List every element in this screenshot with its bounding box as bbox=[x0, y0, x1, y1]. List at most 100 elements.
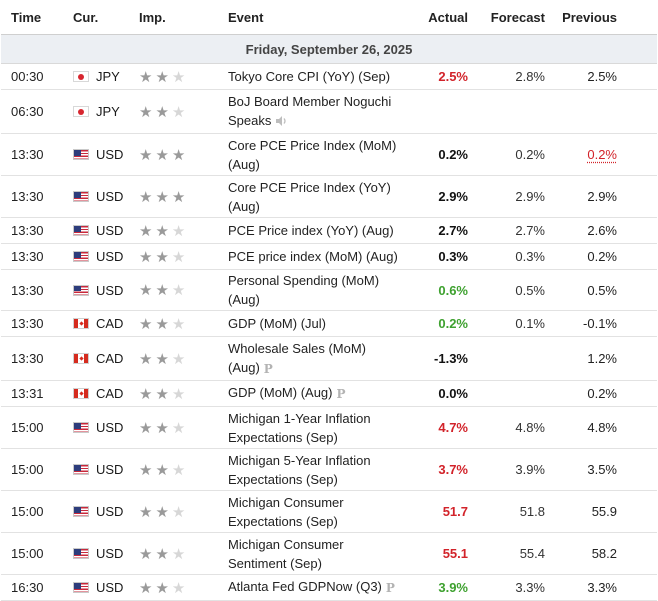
event-name-cell[interactable]: Core PCE Price Index (YoY) (Aug) bbox=[220, 175, 402, 218]
event-row[interactable]: 15:00 USD ★ ★ ★ Michigan 5-Year Inflation Exp… bbox=[1, 448, 657, 491]
event-name[interactable]: PCE price index (MoM) (Aug) bbox=[228, 249, 398, 264]
event-actual bbox=[402, 89, 474, 134]
event-actual: 0.2% bbox=[402, 310, 474, 337]
header-importance[interactable]: Imp. bbox=[131, 0, 220, 35]
event-row[interactable]: 13:30 CAD ★ ★ ★ GDP (MoM) (Jul) 0.2% 0.1% -0.1% bbox=[1, 310, 657, 337]
event-previous[interactable]: 0.2% bbox=[587, 147, 617, 162]
event-name[interactable]: GDP (MoM) (Aug) bbox=[228, 385, 333, 400]
event-name[interactable]: Personal Spending (MoM) (Aug) bbox=[228, 273, 380, 307]
event-name[interactable]: Michigan Consumer Sentiment (Sep) bbox=[228, 536, 344, 571]
event-forecast bbox=[474, 336, 555, 381]
event-currency: USD bbox=[96, 504, 124, 519]
us-flag-icon bbox=[73, 464, 89, 475]
event-forecast: 2.8% bbox=[474, 63, 555, 90]
star-icon: ★ bbox=[139, 385, 153, 403]
event-name-cell[interactable]: Personal Spending (MoM) (Aug) bbox=[220, 269, 402, 311]
us-flag-icon bbox=[73, 284, 89, 296]
header-actual[interactable]: Actual bbox=[402, 0, 474, 35]
event-previous: 2.6% bbox=[587, 223, 617, 238]
event-forecast: 4.8% bbox=[474, 406, 555, 449]
event-name-cell[interactable]: Michigan Consumer Expectations (Sep) bbox=[220, 490, 402, 533]
event-currency: USD bbox=[96, 249, 124, 264]
event-forecast: 55.4 bbox=[474, 532, 555, 575]
event-previous: 2.5% bbox=[587, 69, 617, 84]
event-name[interactable]: Michigan Consumer Expectations (Sep) bbox=[228, 494, 344, 529]
event-name-cell[interactable]: BoJ Board Member Noguchi Speaks bbox=[220, 89, 402, 134]
event-currency-cell: USD bbox=[67, 217, 131, 244]
event-row[interactable]: 13:30 USD ★ ★ ★ PCE price index (MoM) (Aug) 0.… bbox=[1, 243, 657, 270]
event-name-cell[interactable]: Michigan Consumer Sentiment (Sep) bbox=[220, 532, 402, 575]
event-name[interactable]: Michigan 1-Year Inflation Expectations (… bbox=[228, 410, 371, 445]
event-previous: 0.2% bbox=[587, 249, 617, 264]
event-previous: -0.1% bbox=[583, 316, 617, 331]
event-row[interactable]: 13:30 USD ★ ★ ★ PCE Price index (YoY) (Aug) 2.… bbox=[1, 217, 657, 244]
event-forecast: 2.9% bbox=[474, 175, 555, 218]
event-forecast: 2.7% bbox=[474, 217, 555, 244]
event-name[interactable]: PCE Price index (YoY) (Aug) bbox=[228, 223, 394, 238]
event-previous: 3.3% bbox=[587, 580, 617, 595]
event-row[interactable]: 16:30 USD ★ ★ ★ Atlanta Fed GDPNow (Q3) P 3.9% 3… bbox=[1, 574, 657, 601]
event-name[interactable]: GDP (MoM) (Jul) bbox=[228, 316, 326, 331]
event-row[interactable]: 06:30 JPY ★ ★ ★ BoJ Board Member Noguchi Spea… bbox=[1, 89, 657, 134]
event-name[interactable]: Core PCE Price Index (YoY) (Aug) bbox=[228, 179, 391, 214]
event-name[interactable]: Wholesale Sales (MoM) (Aug) bbox=[228, 340, 366, 375]
event-currency: CAD bbox=[96, 351, 124, 366]
event-row[interactable]: 13:30 USD ★ ★ ★ Core PCE Price Index (YoY) (A… bbox=[1, 175, 657, 218]
event-row[interactable]: 13:31 CAD ★ ★ ★ GDP (MoM) (Aug) P 0.0% 0.2% bbox=[1, 380, 657, 407]
event-name[interactable]: BoJ Board Member Noguchi Speaks bbox=[228, 93, 392, 128]
header-event[interactable]: Event bbox=[220, 0, 402, 35]
event-previous-cell: 4.8% bbox=[555, 406, 657, 449]
event-name[interactable]: Core PCE Price Index (MoM) (Aug) bbox=[228, 137, 397, 172]
star-icon: ★ bbox=[155, 188, 169, 206]
event-currency-cell: USD bbox=[67, 448, 131, 491]
star-icon: ★ bbox=[139, 545, 153, 563]
event-row[interactable]: 15:00 USD ★ ★ ★ Michigan Consumer Expectation… bbox=[1, 490, 657, 533]
event-time: 13:30 bbox=[1, 175, 67, 218]
star-icon: ★ bbox=[139, 68, 153, 86]
event-name-cell[interactable]: Tokyo Core CPI (YoY) (Sep) bbox=[220, 63, 402, 90]
event-name-cell[interactable]: GDP (MoM) (Jul) bbox=[220, 310, 402, 337]
header-currency[interactable]: Cur. bbox=[67, 0, 131, 35]
event-name[interactable]: Michigan 5-Year Inflation Expectations (… bbox=[228, 452, 371, 487]
event-name-cell[interactable]: Core PCE Price Index (MoM) (Aug) bbox=[220, 133, 402, 176]
us-flag-icon bbox=[73, 506, 89, 517]
ca-flag-icon bbox=[73, 388, 89, 399]
event-name[interactable]: Atlanta Fed GDPNow (Q3) bbox=[228, 579, 382, 594]
event-currency: JPY bbox=[96, 104, 120, 119]
importance-rating: ★ ★ ★ bbox=[131, 574, 220, 601]
event-row[interactable]: 13:30 USD ★ ★ ★ Personal Spending (MoM) (Aug)… bbox=[1, 269, 657, 311]
event-previous-cell: 58.2 bbox=[555, 532, 657, 575]
star-icon: ★ bbox=[139, 350, 153, 368]
event-name-cell[interactable]: PCE price index (MoM) (Aug) bbox=[220, 243, 402, 270]
event-row[interactable]: 15:00 USD ★ ★ ★ Michigan 1-Year Inflation Exp… bbox=[1, 406, 657, 449]
event-actual: 2.9% bbox=[402, 175, 474, 218]
event-time: 13:30 bbox=[1, 243, 67, 270]
event-name-cell[interactable]: Atlanta Fed GDPNow (Q3) P bbox=[220, 574, 402, 601]
importance-rating: ★ ★ ★ bbox=[131, 490, 220, 533]
star-icon: ★ bbox=[139, 461, 153, 479]
star-icon: ★ bbox=[171, 350, 186, 368]
star-icon: ★ bbox=[139, 248, 153, 266]
event-row[interactable]: 15:00 USD ★ ★ ★ Michigan Consumer Sentiment (… bbox=[1, 532, 657, 575]
event-name-cell[interactable]: PCE Price index (YoY) (Aug) bbox=[220, 217, 402, 244]
table-header-row: Time Cur. Imp. Event Actual Forecast Pre… bbox=[1, 0, 657, 35]
event-currency-cell: USD bbox=[67, 243, 131, 270]
importance-rating: ★ ★ ★ bbox=[131, 532, 220, 575]
importance-rating: ★ ★ ★ bbox=[131, 133, 220, 176]
event-name[interactable]: Tokyo Core CPI (YoY) (Sep) bbox=[228, 69, 391, 84]
event-currency-cell: CAD bbox=[67, 336, 131, 381]
event-name-cell[interactable]: Michigan 1-Year Inflation Expectations (… bbox=[220, 406, 402, 449]
header-time[interactable]: Time bbox=[1, 0, 67, 35]
header-forecast[interactable]: Forecast bbox=[474, 0, 555, 35]
event-time: 15:00 bbox=[1, 448, 67, 491]
event-forecast bbox=[474, 89, 555, 134]
event-name-cell[interactable]: Wholesale Sales (MoM) (Aug) P bbox=[220, 336, 402, 381]
event-name-cell[interactable]: GDP (MoM) (Aug) P bbox=[220, 380, 402, 407]
event-previous-cell: 1.2% bbox=[555, 336, 657, 381]
event-row[interactable]: 13:30 USD ★ ★ ★ Core PCE Price Index (MoM) (A… bbox=[1, 133, 657, 176]
event-row[interactable]: 13:30 CAD ★ ★ ★ Wholesale Sales (MoM) (Aug) P -… bbox=[1, 336, 657, 381]
header-previous[interactable]: Previous bbox=[555, 0, 657, 35]
event-name-cell[interactable]: Michigan 5-Year Inflation Expectations (… bbox=[220, 448, 402, 491]
us-flag-icon bbox=[73, 191, 89, 202]
event-row[interactable]: 00:30 JPY ★ ★ ★ Tokyo Core CPI (YoY) (Sep) 2.5… bbox=[1, 63, 657, 90]
